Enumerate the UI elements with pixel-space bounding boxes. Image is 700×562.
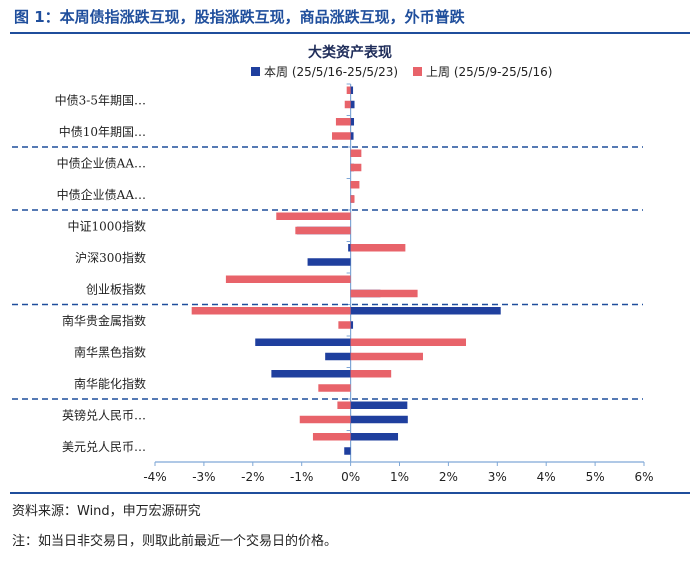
bar-this-week xyxy=(350,321,354,329)
legend-swatch-0 xyxy=(251,67,260,76)
bar-last-week xyxy=(295,226,351,235)
figure-title: 图 1：本周债指涨跌互现，股指涨跌互现，商品涨跌互现，外币普跌 xyxy=(14,8,465,26)
bar-this-week xyxy=(348,244,351,252)
category-label: 南华黑色指数 xyxy=(74,344,146,359)
legend-label-1: 上周 (25/5/9-25/5/16) xyxy=(426,65,552,79)
x-tick-label: -1% xyxy=(290,470,313,484)
category-label: 中债企业债AA… xyxy=(57,155,146,170)
bar-last-week xyxy=(350,289,418,298)
bar-last-week xyxy=(350,244,406,252)
bar-this-week xyxy=(255,338,351,346)
category-label: 美元兑人民币… xyxy=(62,440,146,454)
x-tick-label: 6% xyxy=(634,470,653,484)
x-tick-label: 3% xyxy=(488,470,507,484)
bar-this-week xyxy=(350,132,354,140)
legend-label-0: 本周 (25/5/16-25/5/23) xyxy=(264,65,398,79)
source-note: 资料来源：Wind，申万宏源研究 xyxy=(12,504,201,519)
bar-this-week xyxy=(350,433,399,441)
x-tick-label: -2% xyxy=(241,470,264,484)
category-label: 沪深300指数 xyxy=(75,250,146,265)
legend-swatch-1 xyxy=(413,67,422,76)
bar-last-week xyxy=(332,132,351,140)
bar-this-week xyxy=(350,401,408,409)
bar-last-week xyxy=(225,275,351,283)
category-label: 创业板指数 xyxy=(86,281,146,296)
bar-this-week xyxy=(307,258,351,266)
bar-this-week xyxy=(350,100,355,109)
top-rule xyxy=(10,32,690,34)
category-label: 中债企业债AA… xyxy=(57,187,146,202)
bar-this-week xyxy=(350,118,355,126)
bar-last-week xyxy=(350,195,355,203)
x-tick-label: 4% xyxy=(537,470,556,484)
category-label: 中债10年期国… xyxy=(59,124,146,139)
bar-last-week xyxy=(299,415,351,424)
bar-last-week xyxy=(335,118,351,126)
category-label: 英镑兑人民币… xyxy=(62,407,146,422)
bar-last-week xyxy=(350,352,423,361)
bar-this-week xyxy=(350,307,501,315)
bar-last-week xyxy=(191,307,351,315)
bar-last-week xyxy=(318,384,351,392)
x-tick-label: -3% xyxy=(192,470,215,484)
bar-last-week xyxy=(312,433,351,441)
bar-this-week xyxy=(271,370,351,378)
bar-last-week xyxy=(350,338,467,346)
bar-last-week xyxy=(346,86,351,94)
bar-last-week xyxy=(350,149,362,157)
x-tick-label: 5% xyxy=(586,470,605,484)
chart-title: 大类资产表现 xyxy=(308,44,392,61)
bar-last-week xyxy=(344,100,351,109)
bar-last-week xyxy=(338,321,351,329)
bar-this-week xyxy=(325,352,351,361)
category-label: 南华能化指数 xyxy=(74,376,146,391)
bar-this-week xyxy=(350,415,408,424)
x-tick-label: 0% xyxy=(341,470,360,484)
bar-last-week xyxy=(350,181,360,189)
bottom-rule xyxy=(10,492,690,494)
bar-last-week xyxy=(350,163,362,172)
x-tick-label: 1% xyxy=(390,470,409,484)
bar-last-week xyxy=(276,212,351,220)
bar-this-week xyxy=(350,86,354,94)
category-label: 中证1000指数 xyxy=(67,218,146,233)
footnote: 注：如当日非交易日，则取此前最近一个交易日的价格。 xyxy=(12,534,338,549)
bar-this-week xyxy=(344,447,351,455)
bar-last-week xyxy=(337,401,351,409)
category-label: 南华贵金属指数 xyxy=(62,313,146,328)
x-tick-label: -4% xyxy=(143,470,166,484)
bar-last-week xyxy=(350,370,392,378)
x-tick-label: 2% xyxy=(439,470,458,484)
category-label: 中债3-5年期国… xyxy=(55,92,146,107)
